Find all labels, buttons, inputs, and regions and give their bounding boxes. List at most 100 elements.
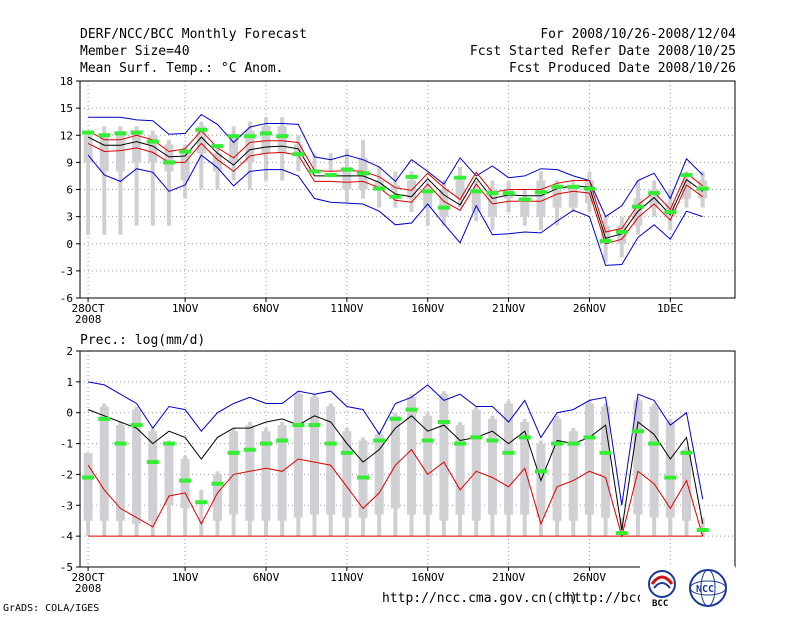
box-bar — [681, 180, 691, 199]
median-marker — [179, 478, 192, 483]
header-produced-date: Fcst Produced Date 2008/10/26 — [509, 61, 736, 76]
median-marker — [259, 441, 272, 446]
box-bar — [229, 431, 239, 515]
median-marker — [567, 184, 580, 189]
box-bar — [326, 406, 336, 515]
bcc-logo-icon: BCC — [648, 570, 676, 609]
median-marker — [551, 441, 564, 446]
box-bar — [681, 449, 691, 521]
median-marker — [340, 450, 353, 455]
median-marker — [502, 191, 515, 196]
median-marker — [292, 423, 305, 428]
x-tick-label: 21NOV — [492, 302, 525, 315]
box-bar — [536, 180, 546, 217]
y-tick-label: -5 — [60, 561, 73, 574]
median-marker — [389, 194, 402, 199]
plot-frame — [79, 350, 736, 568]
median-marker — [486, 191, 499, 196]
box-bar — [245, 425, 255, 521]
bcc-logo-label: BCC — [652, 599, 668, 609]
median-marker — [276, 438, 289, 443]
x-tick-label: 28OCT — [72, 302, 105, 315]
median-marker — [389, 416, 402, 421]
x-tick-label: 11NOV — [330, 302, 363, 315]
median-marker — [130, 423, 143, 428]
median-marker — [405, 174, 418, 179]
median-marker — [518, 197, 531, 202]
median-marker — [82, 130, 95, 135]
median-marker — [357, 475, 370, 480]
y-tick-label: 6 — [66, 184, 73, 197]
whisker-bar — [199, 489, 204, 537]
median-marker — [98, 133, 111, 138]
median-marker — [599, 239, 612, 244]
x-tick-label: 26NOV — [573, 571, 606, 584]
series-line-upper — [88, 381, 704, 506]
median-marker — [82, 475, 95, 480]
plot-frame — [79, 80, 736, 299]
header-variable: Mean Surf. Temp.: °C Anom. — [80, 61, 284, 76]
box-bar — [83, 452, 93, 521]
median-marker — [292, 152, 305, 157]
box-bar — [487, 189, 497, 217]
box-bar — [277, 126, 287, 154]
median-marker — [162, 160, 175, 165]
median-marker — [162, 441, 175, 446]
median-marker — [502, 450, 515, 455]
box-bar — [342, 166, 352, 190]
box-bar — [212, 474, 222, 521]
whisker-bar — [86, 130, 91, 235]
bcc-url-link[interactable]: http://bcc.c — [566, 591, 660, 606]
median-marker — [696, 186, 709, 191]
box-bar — [180, 459, 190, 509]
box-bar — [665, 421, 675, 518]
median-marker — [114, 131, 127, 136]
median-marker — [567, 441, 580, 446]
x-tick-label: 1DEC — [657, 302, 684, 315]
x-tick-label: 28OCT — [72, 571, 105, 584]
x-tick-label: 26NOV — [573, 302, 606, 315]
box-bar — [552, 189, 562, 208]
median-marker — [437, 419, 450, 424]
median-marker — [308, 423, 321, 428]
median-marker — [631, 429, 644, 434]
box-bar — [277, 425, 287, 521]
median-marker — [454, 175, 467, 180]
y-tick-label: -4 — [60, 530, 74, 543]
y-tick-label: 3 — [66, 211, 73, 224]
median-marker — [324, 173, 337, 178]
box-bar — [568, 184, 578, 208]
box-bar — [229, 135, 239, 163]
box-bar — [164, 443, 174, 506]
box-bar — [407, 180, 417, 199]
series-line-pos_spread — [87, 448, 704, 539]
precip-chart-title: Prec.: log(mm/d) — [80, 333, 206, 348]
box-bar — [261, 431, 271, 521]
y-tick-label: -3 — [60, 265, 73, 278]
median-marker — [664, 475, 677, 480]
median-marker — [454, 441, 467, 446]
box-bar — [568, 431, 578, 521]
x-tick-label: 21NOV — [492, 571, 525, 584]
series-line-upper — [88, 113, 704, 218]
box-bar — [212, 153, 222, 172]
box-bar — [423, 189, 433, 208]
ncc-logo-label: NCC — [696, 584, 714, 595]
median-marker — [114, 441, 127, 446]
box-bar — [649, 406, 659, 518]
ncc-url-link[interactable]: http://ncc.cma.gov.cn(ch) — [382, 591, 578, 606]
box-bar — [471, 189, 481, 213]
box-bar — [455, 180, 465, 199]
median-marker — [211, 144, 224, 149]
median-marker — [696, 527, 709, 532]
box-bar — [487, 418, 497, 515]
box-bar — [261, 126, 271, 154]
box-bar — [99, 135, 109, 172]
median-marker — [680, 173, 693, 178]
whisker-bar — [312, 153, 317, 172]
median-marker — [486, 438, 499, 443]
median-marker — [324, 441, 337, 446]
median-marker — [243, 134, 256, 139]
y-tick-label: -2 — [60, 468, 73, 481]
